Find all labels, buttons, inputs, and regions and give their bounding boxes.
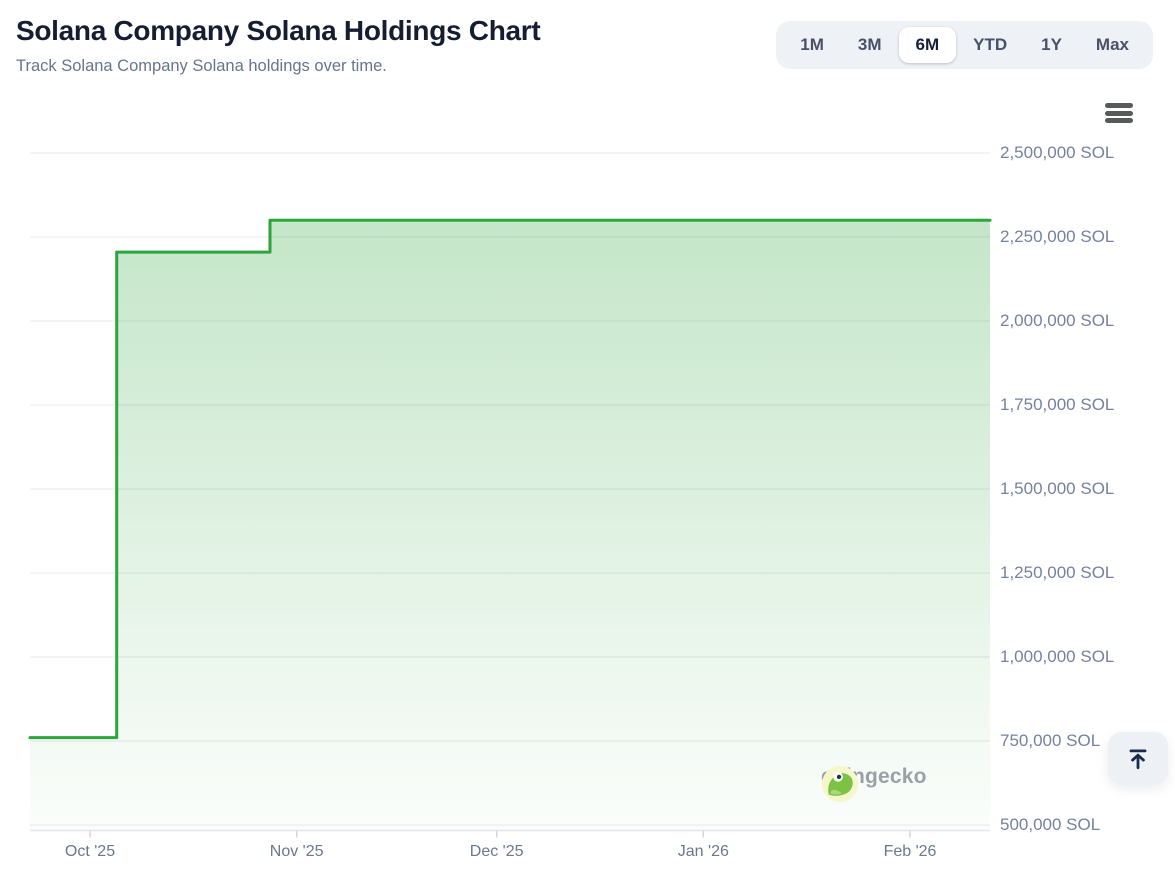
x-axis-label: Oct '25 xyxy=(64,843,116,860)
holdings-area xyxy=(30,220,990,831)
range-button-max[interactable]: Max xyxy=(1079,27,1146,63)
x-axis-label: Dec '25 xyxy=(469,843,524,860)
scroll-to-top-button[interactable] xyxy=(1108,732,1168,785)
arrow-up-to-line-icon xyxy=(1129,748,1147,769)
coingecko-watermark: coingecko xyxy=(821,765,927,803)
y-axis-label: 1,750,000 SOL xyxy=(1000,395,1115,414)
y-axis-label: 750,000 SOL xyxy=(1000,731,1101,750)
x-axis-label: Nov '25 xyxy=(269,843,324,860)
x-axis-label: Feb '26 xyxy=(883,843,937,860)
range-button-ytd[interactable]: YTD xyxy=(956,27,1024,63)
chart-menu-button[interactable] xyxy=(1103,99,1135,127)
range-button-1m[interactable]: 1M xyxy=(783,27,841,63)
page-subtitle: Track Solana Company Solana holdings ove… xyxy=(16,56,387,75)
x-axis-label: Jan '26 xyxy=(677,843,729,860)
coingecko-gecko-icon xyxy=(821,765,859,803)
range-button-1y[interactable]: 1Y xyxy=(1024,27,1079,63)
range-button-3m[interactable]: 3M xyxy=(841,27,899,63)
y-axis-label: 2,000,000 SOL xyxy=(1000,311,1115,330)
y-axis-label: 1,500,000 SOL xyxy=(1000,479,1115,498)
y-axis-label: 1,250,000 SOL xyxy=(1000,563,1115,582)
hamburger-menu-icon xyxy=(1105,103,1133,108)
range-button-6m[interactable]: 6M xyxy=(898,27,957,64)
y-axis-label: 500,000 SOL xyxy=(1000,815,1101,834)
holdings-line xyxy=(28,218,992,740)
chart-header: Solana Company Solana Holdings Chart Tra… xyxy=(16,14,541,76)
page-title: Solana Company Solana Holdings Chart xyxy=(16,15,541,46)
time-range-selector: 1M 3M 6M YTD 1Y Max xyxy=(776,21,1153,70)
y-axis-label: 1,000,000 SOL xyxy=(1000,647,1115,666)
y-axis-label: 2,500,000 SOL xyxy=(1000,143,1115,162)
y-axis-label: 2,250,000 SOL xyxy=(1000,227,1115,246)
